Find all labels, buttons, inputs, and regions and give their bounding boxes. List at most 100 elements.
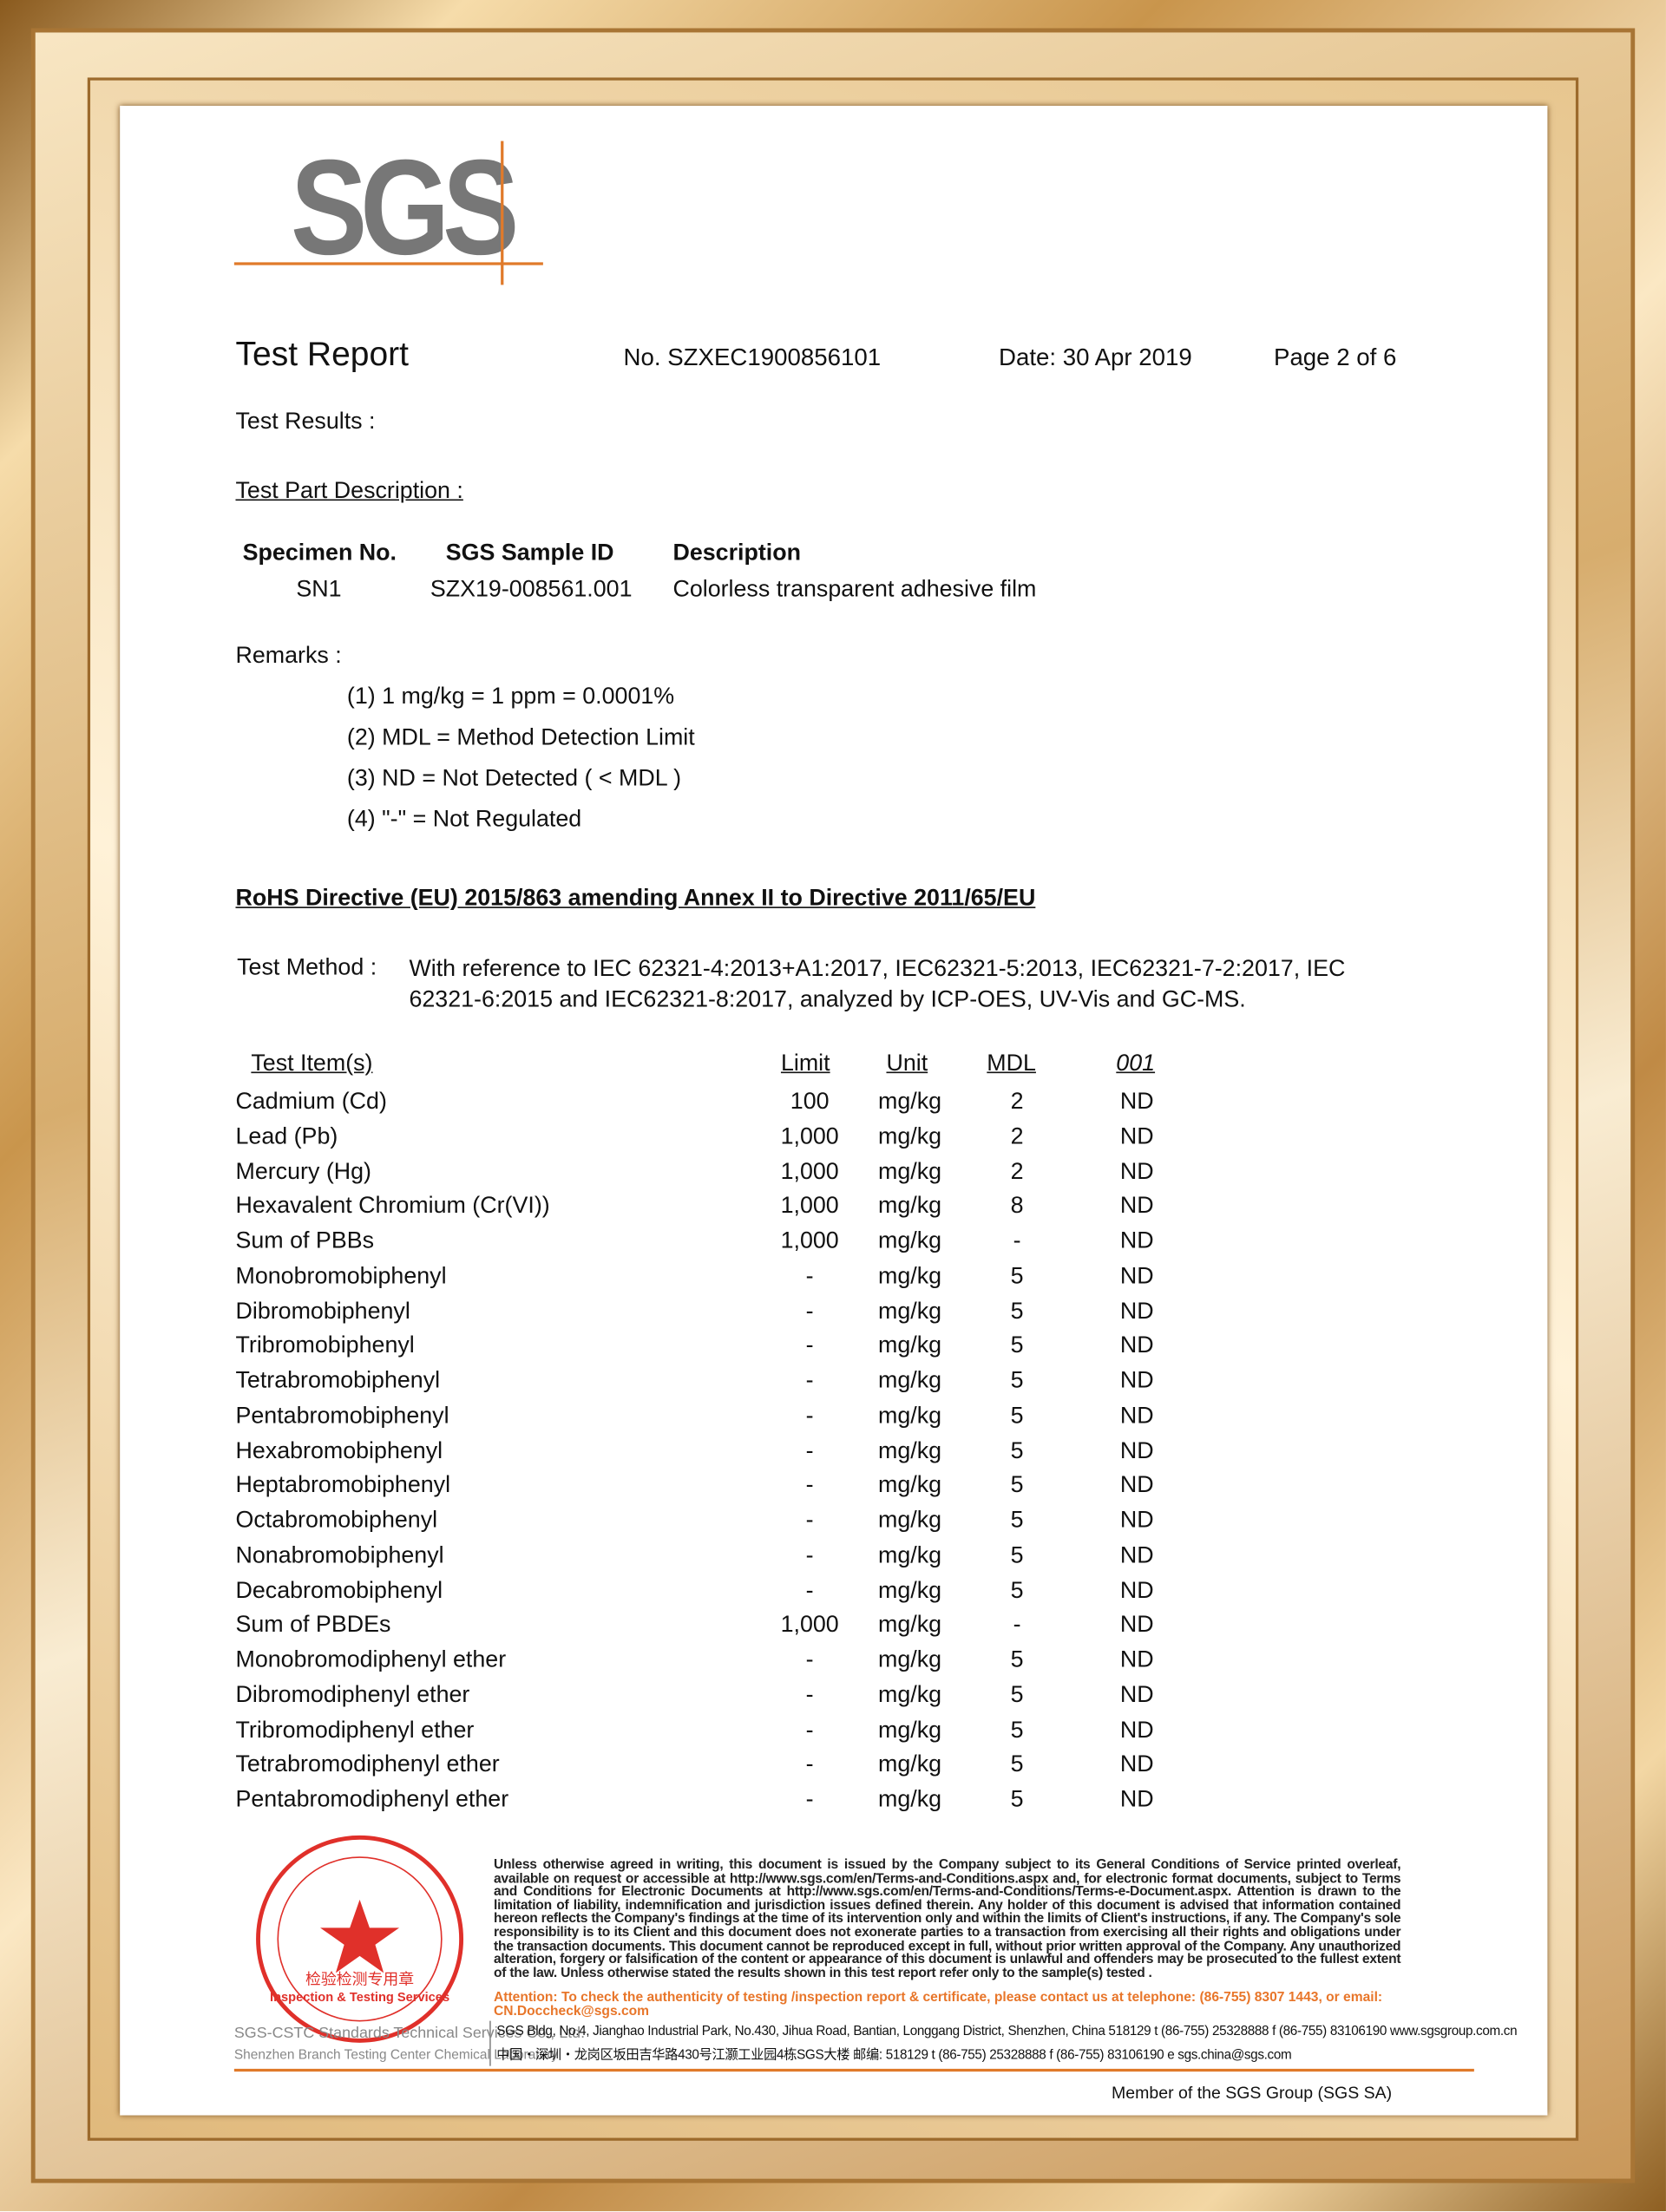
remark-item: (3) ND = Not Detected ( < MDL ) bbox=[346, 765, 682, 792]
specimen-header: Specimen No. bbox=[242, 540, 397, 566]
table-cell: 5 bbox=[1010, 1682, 1024, 1708]
table-cell: 5 bbox=[1010, 1263, 1024, 1289]
table-cell: 5 bbox=[1010, 1751, 1024, 1778]
table-cell: Pentabromobiphenyl bbox=[235, 1403, 449, 1429]
table-cell: 1,000 bbox=[780, 1123, 839, 1149]
table-cell: - bbox=[805, 1717, 814, 1743]
table-cell: Decabromobiphenyl bbox=[235, 1577, 443, 1603]
table-cell: Heptabromobiphenyl bbox=[235, 1472, 451, 1499]
table-cell: Monobromodiphenyl ether bbox=[235, 1647, 507, 1673]
table-cell: Sum of PBBs bbox=[235, 1228, 375, 1254]
table-cell: Tribromodiphenyl ether bbox=[235, 1717, 475, 1743]
test-method-text: With reference to IEC 62321-4:2013+A1:20… bbox=[409, 956, 1346, 1013]
address-en: SGS Bldg, No.4, Jianghao Industrial Park… bbox=[496, 2022, 1518, 2039]
test-method-label: Test Method : bbox=[237, 954, 377, 980]
table-cell: ND bbox=[1119, 1437, 1154, 1463]
table-cell: Nonabromobiphenyl bbox=[235, 1542, 444, 1568]
table-cell: ND bbox=[1119, 1368, 1154, 1394]
table-cell: mg/kg bbox=[878, 1123, 942, 1149]
table-cell: 5 bbox=[1010, 1577, 1024, 1603]
table-header: MDL bbox=[987, 1050, 1036, 1077]
table-cell: - bbox=[805, 1647, 814, 1673]
table-cell: ND bbox=[1119, 1682, 1154, 1708]
table-cell: 2 bbox=[1010, 1158, 1024, 1184]
stamp-text: Inspection & Testing Services bbox=[270, 1989, 450, 2005]
table-cell: ND bbox=[1119, 1193, 1154, 1220]
table-cell: 5 bbox=[1010, 1717, 1024, 1743]
table-cell: ND bbox=[1119, 1717, 1154, 1743]
specimen-header: SGS Sample ID bbox=[445, 540, 614, 566]
table-cell: mg/kg bbox=[878, 1542, 942, 1568]
part-description-label: Test Part Description : bbox=[235, 478, 463, 504]
table-cell: 5 bbox=[1010, 1787, 1024, 1813]
table-cell: - bbox=[805, 1472, 814, 1499]
table-cell: Mercury (Hg) bbox=[235, 1158, 371, 1184]
table-header: Test Item(s) bbox=[251, 1050, 373, 1077]
table-cell: ND bbox=[1119, 1508, 1154, 1534]
disclaimer: Unless otherwise agreed in writing, this… bbox=[493, 1857, 1401, 1981]
table-cell: 5 bbox=[1010, 1542, 1024, 1568]
table-cell: ND bbox=[1119, 1089, 1154, 1115]
table-cell: - bbox=[805, 1403, 814, 1429]
table-cell: - bbox=[805, 1542, 814, 1568]
table-cell: 5 bbox=[1010, 1647, 1024, 1673]
table-cell: ND bbox=[1119, 1472, 1154, 1499]
report-number: No. SZXEC1900856101 bbox=[623, 344, 882, 371]
table-cell: mg/kg bbox=[878, 1368, 942, 1394]
logo-rule bbox=[501, 141, 503, 285]
page-number: Page 2 of 6 bbox=[1274, 344, 1397, 371]
results-label: Test Results : bbox=[235, 409, 376, 435]
table-header: 001 bbox=[1116, 1050, 1156, 1077]
table-cell: - bbox=[1013, 1612, 1021, 1639]
table-cell: Tetrabromobiphenyl bbox=[235, 1368, 441, 1394]
divider bbox=[489, 2020, 491, 2066]
table-cell: mg/kg bbox=[878, 1508, 942, 1534]
remark-item: (1) 1 mg/kg = 1 ppm = 0.0001% bbox=[346, 684, 675, 710]
member: Member of the SGS Group (SGS SA) bbox=[1112, 2083, 1393, 2103]
table-cell: - bbox=[805, 1437, 814, 1463]
table-cell: - bbox=[805, 1682, 814, 1708]
table-cell: 1,000 bbox=[780, 1193, 839, 1220]
table-cell: ND bbox=[1119, 1577, 1154, 1603]
remarks-label: Remarks : bbox=[235, 643, 342, 669]
table-cell: ND bbox=[1119, 1787, 1154, 1813]
table-cell: Cadmium (Cd) bbox=[235, 1089, 387, 1115]
table-cell: - bbox=[805, 1298, 814, 1324]
table-cell: ND bbox=[1119, 1332, 1154, 1359]
table-cell: mg/kg bbox=[878, 1472, 942, 1499]
table-cell: Dibromodiphenyl ether bbox=[235, 1682, 470, 1708]
table-cell: - bbox=[805, 1263, 814, 1289]
table-cell: 8 bbox=[1010, 1193, 1024, 1220]
table-cell: Pentabromodiphenyl ether bbox=[235, 1787, 509, 1813]
remark-item: (2) MDL = Method Detection Limit bbox=[346, 724, 695, 750]
report-title: Test Report bbox=[235, 335, 409, 374]
directive: RoHS Directive (EU) 2015/863 amending An… bbox=[235, 885, 1036, 912]
table-cell: 1,000 bbox=[780, 1228, 839, 1254]
table-cell: mg/kg bbox=[878, 1787, 942, 1813]
table-cell: Octabromobiphenyl bbox=[235, 1508, 438, 1534]
table-cell: ND bbox=[1119, 1751, 1154, 1778]
table-cell: mg/kg bbox=[878, 1298, 942, 1324]
table-cell: Tetrabromodiphenyl ether bbox=[235, 1751, 500, 1778]
specimen-header: Description bbox=[672, 540, 802, 566]
logo: SGS bbox=[290, 132, 520, 284]
table-cell: 5 bbox=[1010, 1437, 1024, 1463]
table-cell: mg/kg bbox=[878, 1437, 942, 1463]
branch: Shenzhen Branch Testing Center Chemical … bbox=[233, 2047, 559, 2064]
table-cell: mg/kg bbox=[878, 1089, 942, 1115]
table-cell: mg/kg bbox=[878, 1332, 942, 1359]
table-cell: ND bbox=[1119, 1123, 1154, 1149]
table-cell: mg/kg bbox=[878, 1403, 942, 1429]
table-cell: ND bbox=[1119, 1263, 1154, 1289]
table-cell: Hexavalent Chromium (Cr(VI)) bbox=[235, 1193, 550, 1220]
table-cell: Dibromobiphenyl bbox=[235, 1298, 410, 1324]
table-cell: - bbox=[805, 1577, 814, 1603]
table-cell: 2 bbox=[1010, 1123, 1024, 1149]
table-cell: 100 bbox=[790, 1089, 830, 1115]
table-cell: 5 bbox=[1010, 1368, 1024, 1394]
paper bbox=[120, 105, 1548, 2116]
table-cell: ND bbox=[1119, 1228, 1154, 1254]
table-cell: mg/kg bbox=[878, 1577, 942, 1603]
table-cell: mg/kg bbox=[878, 1682, 942, 1708]
